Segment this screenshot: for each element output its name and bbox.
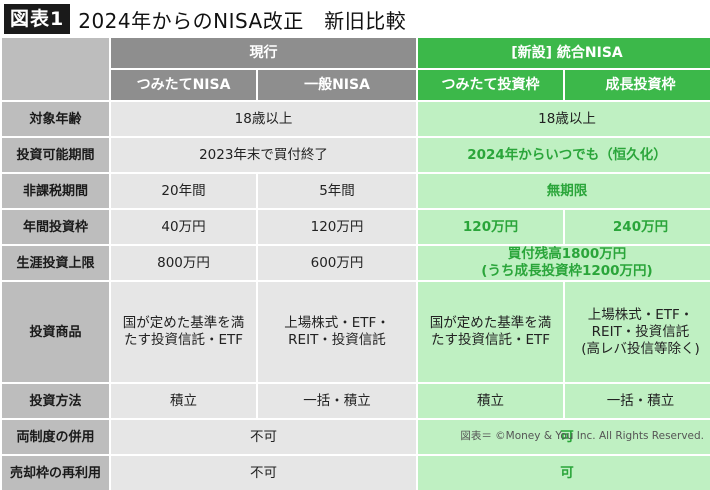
cell-products-seicho-waku: 上場株式・ETF・ REIT・投資信託 (高レバ投信等除く)	[565, 282, 710, 382]
cell-reuse-current: 不可	[111, 456, 416, 490]
products-tsumitate-line2: たす投資信託・ETF	[123, 332, 244, 348]
table-corner	[2, 38, 109, 100]
page-title: 2024年からのNISA改正 新旧比較	[78, 8, 407, 33]
cell-reuse-new: 可	[418, 456, 710, 490]
products-ippan-line2: REIT・投資信託	[288, 332, 386, 348]
row-label-method: 投資方法	[2, 384, 109, 418]
cell-combined-current: 不可	[111, 420, 416, 454]
row-label-reuse: 売却枠の再利用	[2, 456, 109, 490]
cell-annual-seicho-waku: 240万円	[565, 210, 710, 244]
lifetime-new-line1: 買付残高1800万円	[507, 246, 627, 262]
products-seicho-waku-line3: (高レバ投信等除く)	[581, 340, 700, 357]
cell-annual-ippan: 120万円	[258, 210, 416, 244]
header-seicho-waku: 成長投資枠	[565, 70, 710, 100]
header-tsumitate-nisa: つみたてNISA	[111, 70, 256, 100]
comparison-table: 現行 [新設] 統合NISA つみたてNISA 一般NISA つみたて投資枠 成…	[2, 38, 710, 490]
header-current: 現行	[111, 38, 416, 68]
cell-method-ippan: 一括・積立	[258, 384, 416, 418]
cell-method-seicho-waku: 一括・積立	[565, 384, 710, 418]
products-tsumitate-waku-line1: 国が定めた基準を満	[429, 315, 552, 331]
cell-age-new: 18歳以上	[418, 102, 710, 136]
row-label-annual: 年間投資枠	[2, 210, 109, 244]
cell-taxfree-new: 無期限	[418, 174, 710, 208]
row-label-combined: 両制度の併用	[2, 420, 109, 454]
cell-lifetime-ippan: 600万円	[258, 246, 416, 280]
products-seicho-waku-line2: REIT・投資信託	[591, 323, 690, 340]
row-label-age: 対象年齢	[2, 102, 109, 136]
header-new: [新設] 統合NISA	[418, 38, 710, 68]
cell-annual-tsumitate: 40万円	[111, 210, 256, 244]
row-label-period: 投資可能期間	[2, 138, 109, 172]
cell-age-current: 18歳以上	[111, 102, 416, 136]
cell-taxfree-ippan: 5年間	[258, 174, 416, 208]
lifetime-new-line2: (うち成長投資枠1200万円)	[481, 263, 653, 279]
cell-period-new: 2024年からいつでも（恒久化）	[418, 138, 710, 172]
cell-products-ippan: 上場株式・ETF・ REIT・投資信託	[258, 282, 416, 382]
products-tsumitate-line1: 国が定めた基準を満	[122, 315, 245, 331]
header-tsumitate-waku: つみたて投資枠	[418, 70, 563, 100]
cell-method-tsumitate: 積立	[111, 384, 256, 418]
row-label-lifetime: 生涯投資上限	[2, 246, 109, 280]
row-label-taxfree: 非課税期間	[2, 174, 109, 208]
figure-header: 図表1 2024年からのNISA改正 新旧比較	[4, 4, 406, 34]
cell-method-tsumitate-waku: 積立	[418, 384, 563, 418]
cell-taxfree-tsumitate: 20年間	[111, 174, 256, 208]
cell-lifetime-new: 買付残高1800万円 (うち成長投資枠1200万円)	[418, 246, 710, 280]
cell-products-tsumitate: 国が定めた基準を満 たす投資信託・ETF	[111, 282, 256, 382]
figure-badge: 図表1	[4, 4, 71, 34]
copyright-credit: 図表＝ ©Money & You Inc. All Rights Reserve…	[460, 430, 704, 442]
cell-annual-tsumitate-waku: 120万円	[418, 210, 563, 244]
cell-lifetime-tsumitate: 800万円	[111, 246, 256, 280]
products-tsumitate-waku-line2: たす投資信託・ETF	[430, 332, 551, 348]
header-ippan-nisa: 一般NISA	[258, 70, 416, 100]
cell-period-current: 2023年末で買付終了	[111, 138, 416, 172]
products-seicho-waku-line1: 上場株式・ETF・	[587, 306, 694, 323]
cell-products-tsumitate-waku: 国が定めた基準を満 たす投資信託・ETF	[418, 282, 563, 382]
row-label-products: 投資商品	[2, 282, 109, 382]
products-ippan-line1: 上場株式・ETF・	[284, 315, 390, 331]
